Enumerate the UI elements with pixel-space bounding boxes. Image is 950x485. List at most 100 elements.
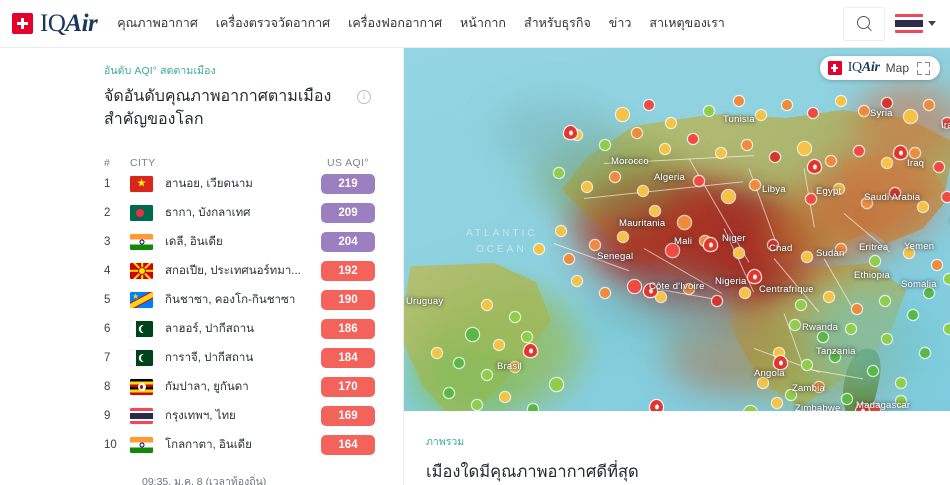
- table-row[interactable]: 4 สกอเปีย, ประเทศนอร์ทมา... 192: [104, 256, 381, 285]
- map-sensor-marker[interactable]: [774, 348, 784, 358]
- map-sensor-marker[interactable]: [896, 396, 906, 406]
- map-sensor-marker[interactable]: [924, 100, 934, 110]
- map-sensor-marker[interactable]: [924, 288, 934, 298]
- map-sensor-marker[interactable]: [656, 292, 666, 302]
- map-sensor-marker[interactable]: [494, 340, 504, 350]
- map-sensor-marker[interactable]: [814, 382, 824, 392]
- info-icon[interactable]: i: [357, 90, 371, 104]
- map-sensor-marker[interactable]: [716, 148, 726, 158]
- map-sensor-marker[interactable]: [528, 404, 538, 411]
- map-station-marker[interactable]: [748, 270, 761, 283]
- map-sensor-marker[interactable]: [808, 108, 818, 118]
- map-station-marker[interactable]: [894, 146, 907, 159]
- map-sensor-marker[interactable]: [666, 244, 679, 257]
- map-sensor-marker[interactable]: [454, 358, 464, 368]
- map-sensor-marker[interactable]: [834, 184, 844, 194]
- map-sensor-marker[interactable]: [932, 260, 942, 270]
- map-sensor-marker[interactable]: [482, 300, 492, 310]
- map-sensor-marker[interactable]: [870, 404, 880, 411]
- map-sensor-marker[interactable]: [880, 296, 890, 306]
- map-sensor-marker[interactable]: [694, 176, 704, 186]
- map-sensor-marker[interactable]: [836, 96, 846, 106]
- nav-item-air-monitors[interactable]: เครื่องตรวจวัดอากาศ: [215, 16, 331, 31]
- map-sensor-marker[interactable]: [824, 292, 834, 302]
- map-station-marker[interactable]: [650, 400, 663, 411]
- map-sensor-marker[interactable]: [802, 360, 812, 370]
- map-sensor-marker[interactable]: [582, 182, 592, 192]
- map-sensor-marker[interactable]: [882, 334, 892, 344]
- map-sensor-marker[interactable]: [572, 130, 582, 140]
- map-sensor-marker[interactable]: [644, 100, 654, 110]
- map-sensor-marker[interactable]: [806, 194, 816, 204]
- map-sensor-marker[interactable]: [550, 378, 563, 391]
- map-sensor-marker[interactable]: [678, 216, 691, 229]
- table-row[interactable]: 10 โกลกาตา, อินเดีย 164: [104, 430, 381, 459]
- map-sensor-marker[interactable]: [882, 98, 892, 108]
- map-sensor-marker[interactable]: [768, 240, 778, 250]
- map-sensor-marker[interactable]: [628, 280, 641, 293]
- map-sensor-marker[interactable]: [934, 162, 944, 172]
- map-sensor-marker[interactable]: [944, 274, 950, 284]
- map-sensor-marker[interactable]: [908, 310, 918, 320]
- map-sensor-marker[interactable]: [650, 206, 660, 216]
- map-sensor-marker[interactable]: [750, 180, 760, 190]
- table-row[interactable]: 8 กัมปาลา, ยูกันดา 170: [104, 372, 381, 401]
- map-station-marker[interactable]: [808, 160, 821, 173]
- map-sensor-marker[interactable]: [798, 142, 811, 155]
- map-sensor-marker[interactable]: [554, 168, 564, 178]
- map-sensor-marker[interactable]: [466, 328, 479, 341]
- map-sensor-marker[interactable]: [632, 128, 642, 138]
- map-sensor-marker[interactable]: [790, 320, 800, 330]
- map-sensor-marker[interactable]: [758, 378, 768, 388]
- map-sensor-marker[interactable]: [796, 300, 806, 310]
- map-sensor-marker[interactable]: [870, 256, 880, 266]
- map-sensor-marker[interactable]: [704, 106, 714, 116]
- map-sensor-marker[interactable]: [616, 108, 629, 121]
- search-button[interactable]: [843, 6, 885, 41]
- map-sensor-marker[interactable]: [600, 140, 610, 150]
- map-sensor-marker[interactable]: [830, 352, 840, 362]
- map-sensor-marker[interactable]: [854, 146, 864, 156]
- map-sensor-marker[interactable]: [740, 288, 750, 298]
- map-sensor-marker[interactable]: [802, 252, 812, 262]
- map-sensor-marker[interactable]: [734, 96, 744, 106]
- map-sensor-marker[interactable]: [904, 248, 914, 258]
- map-sensor-marker[interactable]: [770, 152, 780, 162]
- table-row[interactable]: 1 ★ ฮานอย, เวียดนาม 219: [104, 169, 381, 198]
- nav-item-air-quality[interactable]: คุณภาพอากาศ: [117, 16, 198, 31]
- map-sensor-marker[interactable]: [742, 140, 752, 150]
- map-station-marker[interactable]: [524, 344, 537, 357]
- map-sensor-marker[interactable]: [868, 366, 878, 376]
- map-sensor-marker[interactable]: [556, 226, 566, 236]
- map-sensor-marker[interactable]: [890, 188, 900, 198]
- map-canvas[interactable]: ATLANTIC OCEAN Morocco Tunisia Algeria Libya E…: [404, 48, 950, 411]
- map-sensor-marker[interactable]: [684, 284, 694, 294]
- map-sensor-marker[interactable]: [786, 390, 796, 400]
- nav-item-news[interactable]: ข่าว: [608, 16, 632, 31]
- map-sensor-marker[interactable]: [852, 304, 862, 314]
- map-station-marker[interactable]: [704, 238, 717, 251]
- map-sensor-marker[interactable]: [600, 288, 610, 298]
- map-sensor-marker[interactable]: [756, 110, 766, 120]
- map-sensor-marker[interactable]: [818, 332, 828, 342]
- nav-item-for-business[interactable]: สำหรับธุรกิจ: [524, 16, 591, 31]
- map-sensor-marker[interactable]: [836, 244, 846, 254]
- map-sensor-marker[interactable]: [744, 406, 757, 411]
- map-sensor-marker[interactable]: [826, 156, 836, 166]
- map-sensor-marker[interactable]: [432, 348, 442, 358]
- map-sensor-marker[interactable]: [564, 254, 574, 264]
- map-station-marker[interactable]: [856, 404, 869, 411]
- table-row[interactable]: 3 เดลี, อินเดีย 204: [104, 227, 381, 256]
- map-sensor-marker[interactable]: [610, 172, 620, 182]
- map-sensor-marker[interactable]: [782, 100, 792, 110]
- map-sensor-marker[interactable]: [842, 394, 852, 404]
- map-station-marker[interactable]: [774, 356, 787, 369]
- language-selector[interactable]: [895, 14, 936, 33]
- nav-item-masks[interactable]: หน้ากาก: [460, 16, 506, 31]
- map-sensor-marker[interactable]: [859, 106, 869, 116]
- map-sensor-marker[interactable]: [920, 348, 930, 358]
- map-station-marker[interactable]: [644, 284, 657, 297]
- map-sensor-marker[interactable]: [638, 186, 648, 196]
- map-sensor-marker[interactable]: [590, 240, 600, 250]
- table-row[interactable]: 6 ลาฮอร์, ปากีสถาน 186: [104, 314, 381, 343]
